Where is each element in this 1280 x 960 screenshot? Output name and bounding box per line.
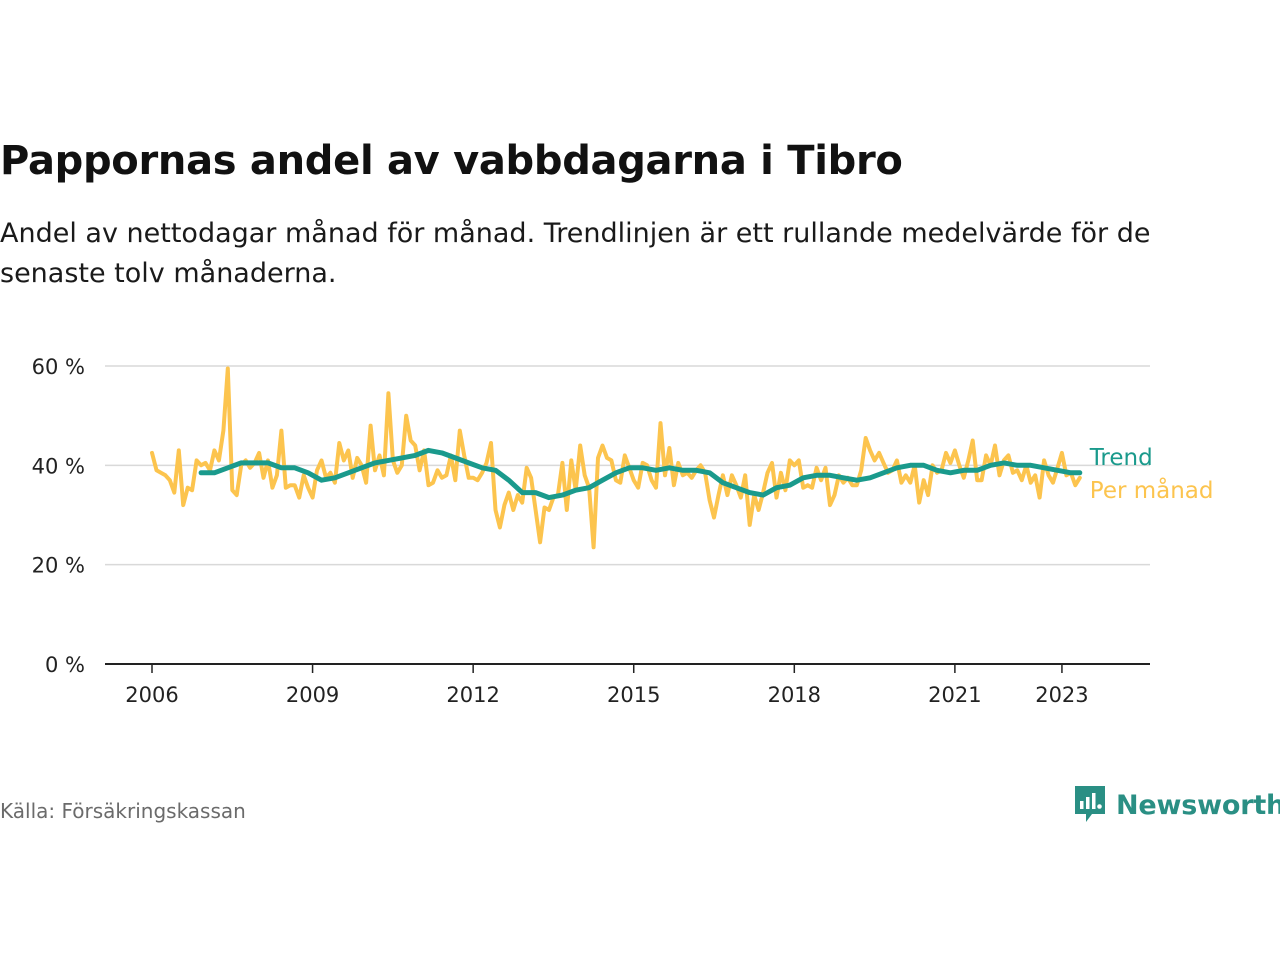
series-label-trend: Trend [1089, 445, 1153, 471]
x-tick-label: 2009 [286, 683, 339, 707]
chart-lines [150, 366, 1083, 550]
source-note: Källa: Försäkringskassan [0, 799, 246, 823]
x-tick-label: 2012 [446, 683, 499, 707]
y-tick-label: 60 % [32, 355, 85, 379]
brand-logo: Newsworthy [1072, 784, 1280, 826]
y-axis-ticks: 0 % 20 % 40 % 60 % [32, 355, 85, 677]
x-tick-label: 2023 [1035, 683, 1088, 707]
series-line-1 [198, 447, 1083, 501]
newsworthy-logo-icon [1075, 786, 1105, 822]
x-tick-label: 2021 [928, 683, 981, 707]
series-line-0 [150, 366, 1082, 550]
series-labels: Trend Per månad [1089, 445, 1214, 504]
x-tick-label: 2015 [607, 683, 660, 707]
series-label-monthly: Per månad [1090, 476, 1214, 504]
y-tick-label: 0 % [45, 653, 85, 677]
chart-gridlines [105, 365, 1150, 665]
y-tick-label: 40 % [32, 454, 85, 478]
chart-title: Pappornas andel av vabbdagarna i Tibro [0, 138, 903, 184]
x-tick-label: 2006 [125, 683, 178, 707]
brand-name: Newsworthy [1116, 789, 1280, 821]
x-axis-ticks: 2006 2009 2012 2015 2018 2021 2023 [125, 664, 1089, 707]
chart-subtitle: Andel av nettodagar månad för månad. Tre… [0, 218, 1151, 289]
y-tick-label: 20 % [32, 554, 85, 578]
x-tick-label: 2018 [768, 683, 821, 707]
